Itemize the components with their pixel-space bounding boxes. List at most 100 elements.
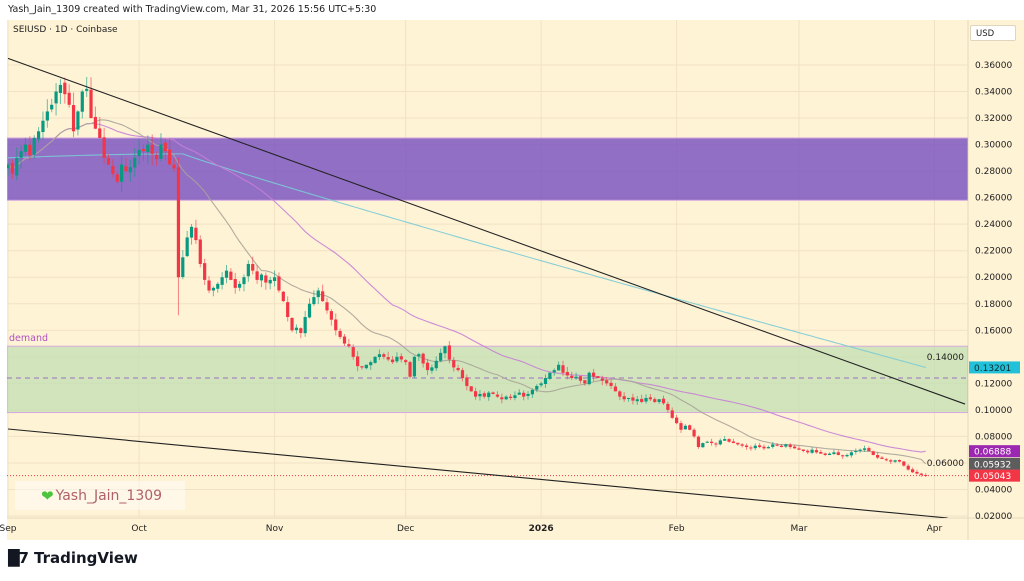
candle-body — [504, 396, 508, 400]
candle — [146, 135, 150, 164]
candle — [793, 444, 797, 449]
candle-body — [211, 287, 215, 291]
candle-body — [543, 378, 548, 384]
candle-body — [688, 425, 692, 430]
candle — [557, 361, 561, 371]
candle-body — [281, 291, 285, 302]
candle — [801, 449, 805, 453]
candle — [286, 296, 290, 322]
candle-body — [517, 392, 521, 395]
candle — [58, 79, 63, 105]
candle-body — [692, 429, 696, 437]
candle-body — [303, 317, 307, 334]
candle-body — [251, 264, 255, 271]
candle-body — [124, 166, 128, 172]
candle-body — [583, 380, 587, 384]
candle — [880, 456, 884, 460]
candle-body — [172, 164, 176, 169]
candle-body — [277, 276, 281, 291]
candle — [272, 270, 277, 287]
candle — [631, 393, 635, 405]
candle-body — [133, 157, 137, 168]
candle-body — [736, 442, 740, 445]
candle-body — [771, 444, 775, 447]
candle — [159, 133, 163, 162]
candle-body — [150, 144, 154, 154]
candle-body — [19, 151, 23, 158]
candle — [696, 435, 701, 449]
candle-body — [45, 111, 49, 121]
candle — [701, 442, 705, 448]
candle-body — [718, 440, 722, 445]
candle-body — [338, 331, 342, 337]
candle-body — [312, 297, 316, 305]
candle — [670, 407, 674, 420]
candle-body — [242, 277, 246, 285]
candle-body — [238, 283, 242, 288]
y-tick-label: 0.34000 — [975, 88, 1012, 98]
candle — [535, 384, 539, 393]
candle-body — [666, 403, 670, 410]
candle — [181, 249, 185, 280]
candle — [897, 459, 902, 463]
candle-body — [508, 396, 513, 398]
candle-body — [71, 105, 76, 132]
candle — [491, 391, 495, 395]
candle — [522, 390, 526, 401]
candle — [220, 272, 224, 290]
candle-body — [478, 393, 482, 397]
candle — [836, 450, 840, 456]
candle-body — [548, 372, 552, 379]
candle-body — [386, 357, 390, 360]
candle — [740, 443, 744, 448]
candle — [893, 459, 897, 464]
candle — [364, 364, 368, 370]
y-tick-label: 0.14000 — [927, 353, 964, 363]
candle — [819, 449, 823, 454]
candle-body — [766, 447, 770, 449]
x-tick-label: Oct — [131, 524, 147, 534]
brand-name: TradingView — [33, 549, 138, 567]
candle — [613, 383, 618, 392]
tradingview-logo[interactable]: █7 TradingView — [8, 549, 138, 567]
candle — [626, 397, 631, 402]
candle — [465, 374, 469, 391]
candle-body — [128, 167, 132, 173]
candle-body — [382, 354, 386, 357]
candle-body — [342, 336, 347, 344]
candle-body — [246, 263, 250, 277]
candle — [513, 391, 517, 401]
candle — [67, 84, 71, 108]
candle — [294, 324, 299, 334]
candle — [141, 144, 146, 161]
candle — [128, 159, 132, 182]
candle-body — [473, 391, 478, 397]
candle — [390, 355, 395, 365]
candle-body — [334, 319, 338, 331]
candle-body — [810, 449, 814, 453]
candle — [338, 328, 342, 340]
candle-body — [325, 302, 329, 311]
candle — [133, 148, 137, 177]
candle — [106, 154, 111, 166]
candle-body — [657, 399, 661, 402]
currency-button[interactable]: USD — [970, 25, 1016, 41]
symbol-legend[interactable]: SEIUSD · 1D · Coinbase — [13, 25, 118, 35]
candle — [675, 414, 679, 425]
candle — [347, 338, 351, 348]
candle — [115, 170, 119, 184]
candle-body — [491, 392, 495, 394]
mid-ma-price-tag-text: 0.06888 — [974, 448, 1011, 458]
chart-background — [7, 20, 1024, 540]
candle-body — [430, 367, 434, 371]
candle — [111, 159, 115, 178]
fast-ma-price-tag-text: 0.05932 — [974, 460, 1011, 470]
candle-body — [622, 396, 626, 400]
candle — [644, 394, 648, 404]
candle-body — [390, 359, 395, 363]
candle-body — [364, 364, 368, 369]
candle — [356, 351, 360, 372]
candle-body — [788, 444, 792, 448]
y-tick-label: 0.24000 — [975, 220, 1012, 230]
